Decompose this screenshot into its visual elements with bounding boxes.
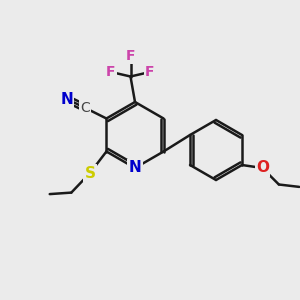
Text: C: C — [80, 101, 90, 115]
Text: O: O — [256, 160, 269, 175]
Text: N: N — [129, 160, 141, 175]
Text: F: F — [145, 65, 155, 79]
Text: S: S — [84, 166, 95, 181]
Text: F: F — [106, 65, 116, 79]
Text: F: F — [126, 49, 135, 62]
Text: N: N — [60, 92, 73, 106]
